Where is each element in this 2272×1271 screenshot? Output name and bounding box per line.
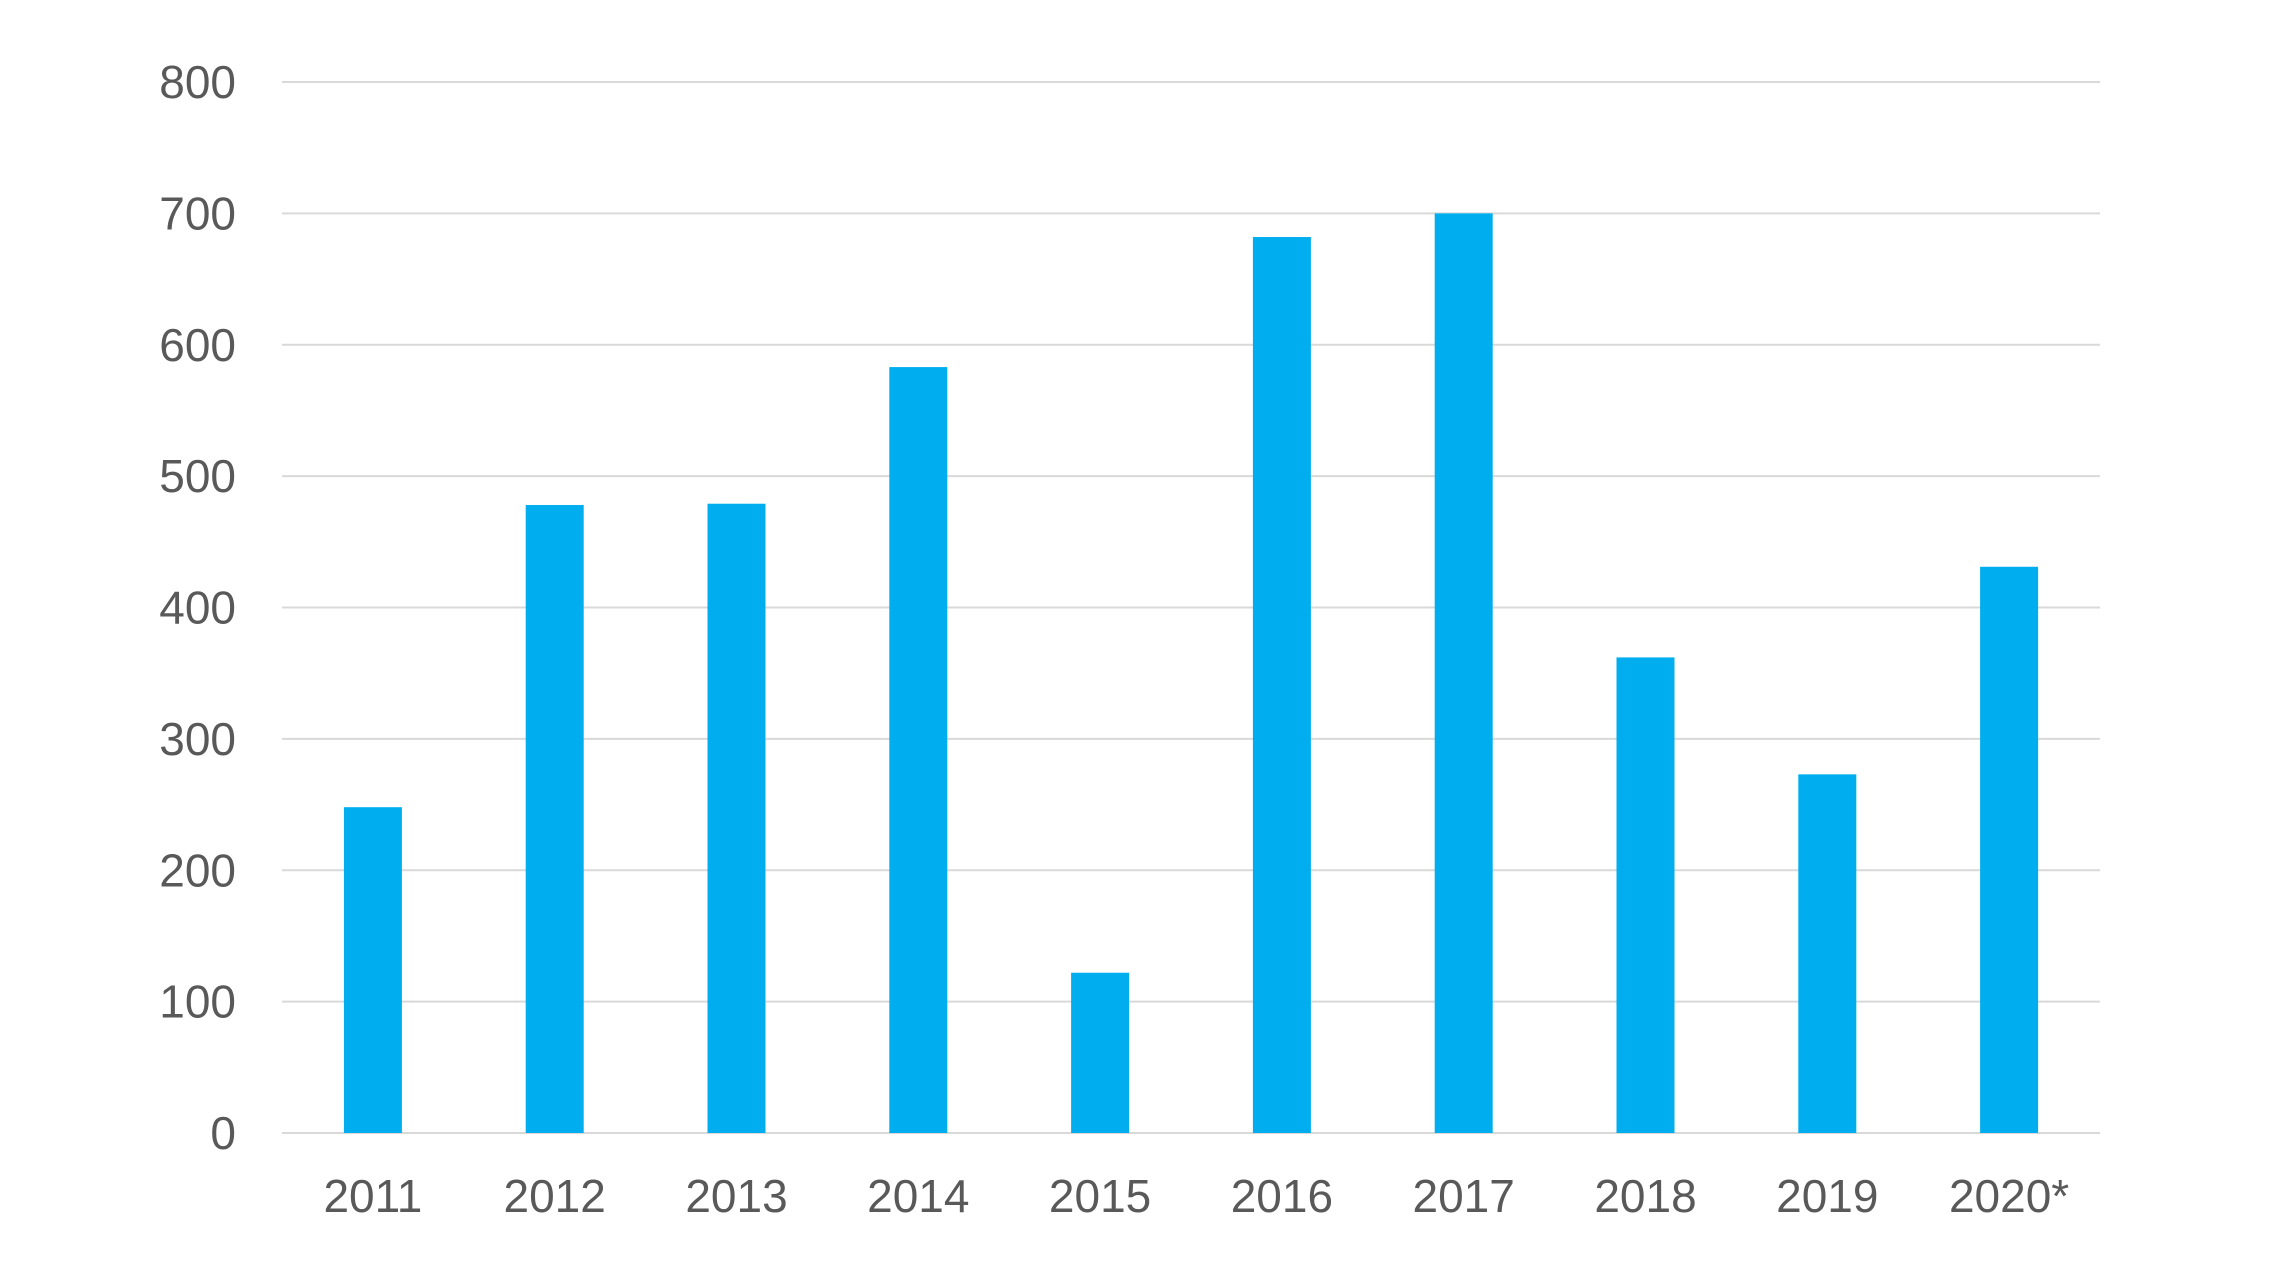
x-tick-label: 2019 xyxy=(1776,1170,1878,1222)
bar-2017 xyxy=(1434,213,1493,1133)
y-tick-label: 300 xyxy=(159,713,236,765)
bar-2020 xyxy=(1980,566,2039,1133)
y-tick-label: 500 xyxy=(159,450,236,502)
x-tick-label: 2012 xyxy=(504,1170,606,1222)
y-tick-label: 800 xyxy=(159,56,236,108)
y-axis-tick-labels: 0 100 200 300 400 500 600 700 800 xyxy=(159,56,236,1159)
bar-2013 xyxy=(707,503,766,1133)
bar-2016 xyxy=(1252,237,1311,1133)
bar-2015 xyxy=(1071,972,1130,1133)
bar-2012 xyxy=(525,505,584,1134)
gridlines xyxy=(282,81,2100,1134)
bar-2019 xyxy=(1798,774,1857,1133)
x-tick-label: 2020* xyxy=(1949,1170,2069,1222)
y-tick-label: 400 xyxy=(159,582,236,634)
bar-2018 xyxy=(1616,657,1675,1133)
y-tick-label: 100 xyxy=(159,976,236,1028)
y-tick-label: 0 xyxy=(210,1107,236,1159)
y-tick-label: 700 xyxy=(159,187,236,239)
x-tick-label: 2014 xyxy=(867,1170,969,1222)
y-tick-label: 600 xyxy=(159,319,236,371)
bar-2014 xyxy=(889,367,948,1133)
x-tick-label: 2017 xyxy=(1413,1170,1515,1222)
bar-2011 xyxy=(343,807,402,1133)
y-tick-label: 200 xyxy=(159,844,236,896)
bars xyxy=(343,213,2039,1134)
x-tick-label: 2018 xyxy=(1594,1170,1696,1222)
x-tick-label: 2015 xyxy=(1049,1170,1151,1222)
x-tick-label: 2011 xyxy=(323,1170,422,1222)
x-axis-tick-labels: 2011 2012 2013 2014 2015 2016 2017 2018 2019 2020… xyxy=(323,1170,2069,1222)
x-tick-label: 2016 xyxy=(1231,1170,1333,1222)
x-tick-label: 2013 xyxy=(685,1170,787,1222)
